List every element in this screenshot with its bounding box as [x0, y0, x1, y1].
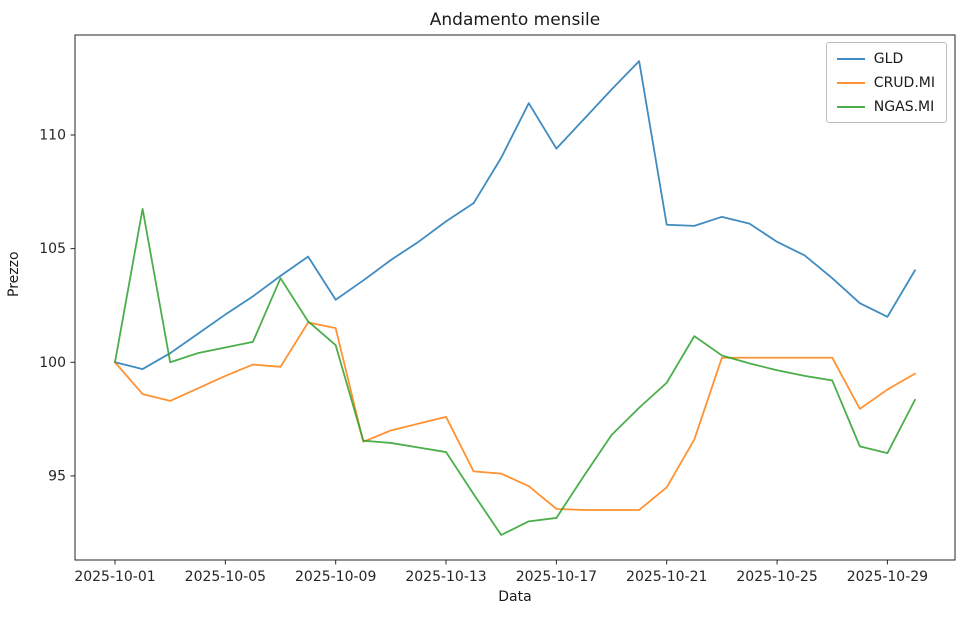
y-tick-label: 110: [39, 128, 66, 144]
y-tick-label: 105: [39, 241, 66, 257]
legend-item-ngas-mi: NGAS.MI: [836, 99, 935, 115]
legend-item-crud-mi: CRUD.MI: [836, 75, 935, 91]
chart-title: Andamento mensile: [429, 10, 601, 30]
x-tick-label: 2025-10-13: [405, 569, 486, 585]
legend-line-swatch: [836, 105, 865, 108]
x-axis-label: Data: [498, 589, 532, 605]
x-tick-label: 2025-10-21: [626, 569, 707, 585]
legend-line-swatch: [836, 57, 865, 60]
x-tick-label: 2025-10-17: [516, 569, 597, 585]
legend-label: NGAS.MI: [873, 99, 935, 115]
legend-line-swatch: [836, 81, 865, 84]
legend-item-gld: GLD: [836, 51, 935, 67]
x-tick-label: 2025-10-29: [847, 569, 928, 585]
legend: GLD CRUD.MI NGAS.MI: [825, 42, 947, 123]
y-tick-label: 95: [48, 468, 66, 484]
series-line-ngas-mi: [114, 207, 916, 536]
x-tick-label: 2025-10-25: [736, 569, 817, 585]
series-line-crud-mi: [114, 321, 916, 511]
axis-frame: [74, 34, 956, 561]
x-tick-label: 2025-10-05: [185, 569, 266, 585]
series-line-gld: [114, 60, 916, 370]
legend-label: CRUD.MI: [873, 75, 935, 91]
x-tick-label: 2025-10-01: [74, 569, 155, 585]
legend-label: GLD: [873, 51, 904, 67]
x-tick-label: 2025-10-09: [295, 569, 376, 585]
y-tick-label: 100: [39, 355, 66, 371]
